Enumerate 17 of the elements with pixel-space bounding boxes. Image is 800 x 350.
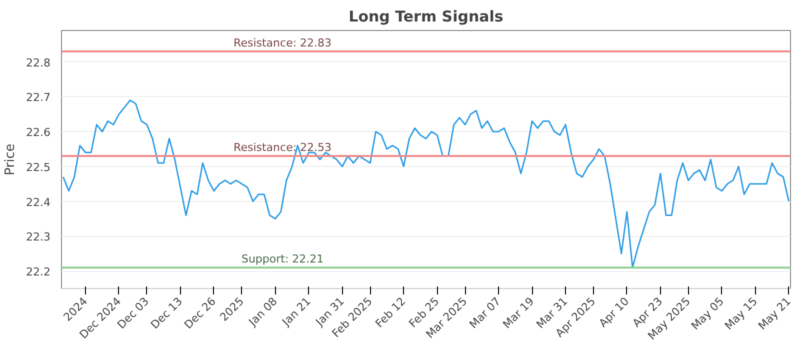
y-tick-label: 22.2	[26, 266, 51, 279]
y-tick-label: 22.8	[26, 56, 51, 70]
ref-line-label: Resistance: 22.53	[234, 141, 332, 154]
x-tick-label: Apr 10	[596, 294, 632, 330]
y-tick-label: 22.4	[26, 196, 51, 209]
ref-line-label: Support: 22.21	[241, 252, 324, 266]
x-tick-label: Jan 08	[246, 294, 280, 330]
ref-line-label: Resistance: 22.83	[234, 36, 332, 50]
y-tick-label: 22.7	[26, 91, 51, 104]
line-series	[62, 99, 790, 268]
y-tick-label: 22.3	[26, 230, 51, 244]
y-axis-title: Price	[3, 144, 18, 176]
y-tick-label: 22.6	[26, 126, 51, 140]
x-tick-label: Jan 21	[279, 294, 314, 330]
x-tick-label: Feb 12	[372, 294, 408, 330]
y-tick-label: 22.5	[26, 160, 51, 174]
chart-title: Long Term Signals	[348, 8, 504, 26]
